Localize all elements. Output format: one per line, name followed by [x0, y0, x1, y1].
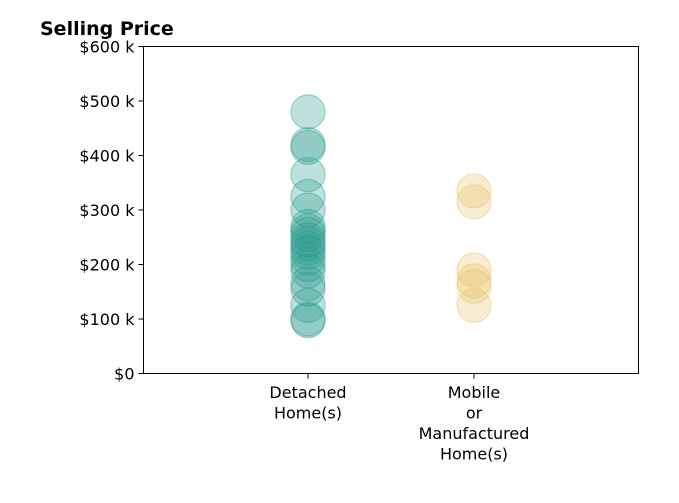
data-point-series-0-1 [290, 127, 326, 163]
data-point-series-0-0 [290, 94, 326, 130]
data-point-series-0-19 [290, 301, 326, 337]
axes-frame [143, 46, 639, 374]
data-point-series-0-14 [290, 246, 326, 283]
data-point-series-0-2 [290, 129, 326, 165]
data-point-series-0-17 [290, 271, 326, 307]
data-point-series-0-3 [290, 156, 326, 193]
x-tick-label: Home(s) [274, 404, 342, 423]
data-point-series-0-13 [290, 240, 326, 276]
x-tick-label: Manufactured [419, 424, 530, 443]
data-point-series-1-5 [456, 287, 492, 323]
data-point-series-1-2 [456, 252, 492, 288]
data-point-series-0-6 [290, 208, 326, 244]
data-point-series-1-4 [456, 268, 492, 304]
data-point-series-1-0 [456, 173, 492, 209]
x-tick-label: Detached [269, 383, 346, 402]
y-tick-label: $500 k [79, 92, 135, 111]
data-point-series-0-4 [290, 178, 326, 214]
data-point-series-0-5 [290, 192, 326, 228]
data-point-series-0-11 [290, 230, 326, 266]
y-tick-label: $200 k [79, 256, 135, 275]
data-point-series-0-10 [290, 226, 326, 262]
y-tick-label: $600 k [79, 38, 135, 57]
data-point-series-0-8 [290, 216, 326, 253]
data-point-series-0-7 [290, 213, 326, 249]
x-tick-label: Home(s) [440, 445, 508, 464]
data-point-series-0-16 [290, 265, 326, 302]
data-point-series-0-15 [290, 253, 326, 289]
data-point-series-0-9 [290, 222, 326, 258]
chart-title: Selling Price [40, 18, 174, 40]
y-tick-label: $400 k [79, 147, 135, 166]
plot-area [290, 94, 492, 339]
data-point-series-0-18 [290, 287, 326, 323]
data-point-series-1-3 [456, 263, 492, 299]
data-point-series-1-1 [456, 184, 492, 220]
axes: $0 $100 k $200 k $300 k $400 k $500 k $600 k De… [79, 38, 529, 464]
x-tick-label: or [466, 404, 483, 423]
y-tick-label: $100 k [79, 310, 135, 329]
data-point-series-0-12 [290, 234, 326, 271]
y-tick-label: $300 k [79, 201, 135, 220]
data-point-series-0-20 [290, 303, 326, 339]
x-tick-label: Mobile [448, 383, 500, 402]
y-tick-label: $0 [114, 365, 134, 384]
